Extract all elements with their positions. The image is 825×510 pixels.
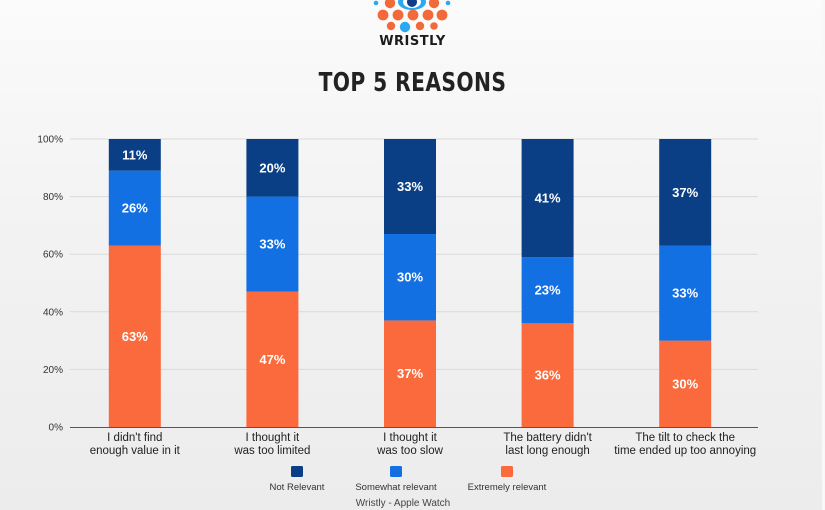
bar-segment-not-relevant — [108, 139, 161, 171]
data-label: 23% — [535, 283, 561, 298]
bar-segment-somewhat-relevant — [659, 245, 712, 341]
y-tick-label: 80% — [43, 192, 63, 203]
data-label: 37% — [672, 185, 698, 200]
data-label: 30% — [397, 270, 423, 285]
data-label: 33% — [397, 179, 423, 194]
data-label: 36% — [535, 368, 561, 383]
y-tick-label: 100% — [37, 135, 63, 146]
x-category-label: was too slow — [376, 445, 444, 457]
legend-swatch-not-relevant — [291, 466, 303, 477]
x-category-label: was too limited — [233, 445, 310, 457]
y-tick-label: 20% — [43, 365, 63, 376]
data-label: 63% — [122, 329, 148, 344]
bar-segment-extremely-relevant — [659, 340, 712, 427]
y-tick-label: 0% — [49, 423, 64, 434]
legend: Not Relevant Somewhat relevant Extremely r… — [270, 466, 547, 493]
y-tick-label: 40% — [43, 307, 63, 318]
right-edge-strip — [822, 0, 825, 510]
x-category-label: I didn't find — [107, 432, 162, 444]
legend-swatch-extremely-relevant — [501, 466, 513, 477]
x-category-label: I thought it — [383, 432, 438, 444]
source-caption: Wristly - Apple Watch — [356, 498, 450, 509]
legend-swatch-somewhat-relevant — [390, 466, 402, 477]
bar-segment-extremely-relevant — [108, 245, 161, 427]
x-category-label: enough value in it — [90, 445, 181, 457]
x-category-label: The battery didn't — [503, 432, 592, 444]
data-label: 20% — [259, 160, 285, 175]
data-label: 11% — [122, 147, 148, 162]
data-label: 26% — [122, 201, 148, 216]
bar-segment-not-relevant — [659, 139, 712, 246]
legend-label: Extremely relevant — [468, 482, 547, 493]
data-label: 41% — [535, 191, 561, 206]
x-category-label: The tilt to check the — [635, 432, 735, 444]
data-label: 33% — [672, 286, 698, 301]
bar-segment-somewhat-relevant — [246, 196, 299, 292]
x-category-label: I thought it — [246, 432, 301, 444]
wristly-logo-icon — [373, 0, 451, 33]
data-label: 30% — [672, 376, 698, 391]
data-label: 33% — [259, 237, 285, 252]
data-label: 47% — [259, 352, 285, 367]
bar-segment-not-relevant — [384, 139, 436, 235]
x-category-label: time ended up too annoying — [614, 445, 756, 457]
brand-name: WRISTLY — [379, 34, 446, 49]
bar-segment-not-relevant — [521, 139, 574, 258]
chart-title: TOP 5 REASONS — [318, 68, 507, 98]
bar-segment-extremely-relevant — [246, 291, 299, 427]
data-label: 37% — [397, 366, 423, 381]
bar-segment-somewhat-relevant — [521, 257, 574, 324]
x-category-label: last long enough — [505, 445, 589, 457]
legend-label: Somewhat relevant — [355, 482, 437, 493]
y-tick-label: 60% — [43, 250, 63, 261]
y-axis-ticks: 0% 20% 40% 60% 80% 100% — [37, 135, 63, 434]
bar-segment-extremely-relevant — [521, 323, 574, 427]
bars: 63% 26% 11% 47% 33% 20% 37% 30% 33% 36% 23% 41% 30% 3… — [108, 139, 712, 427]
bar-segment-somewhat-relevant — [384, 234, 436, 321]
bar-segment-somewhat-relevant — [108, 170, 161, 246]
bar-segment-not-relevant — [246, 139, 299, 197]
bar-segment-extremely-relevant — [384, 320, 436, 427]
legend-label: Not Relevant — [270, 482, 325, 493]
